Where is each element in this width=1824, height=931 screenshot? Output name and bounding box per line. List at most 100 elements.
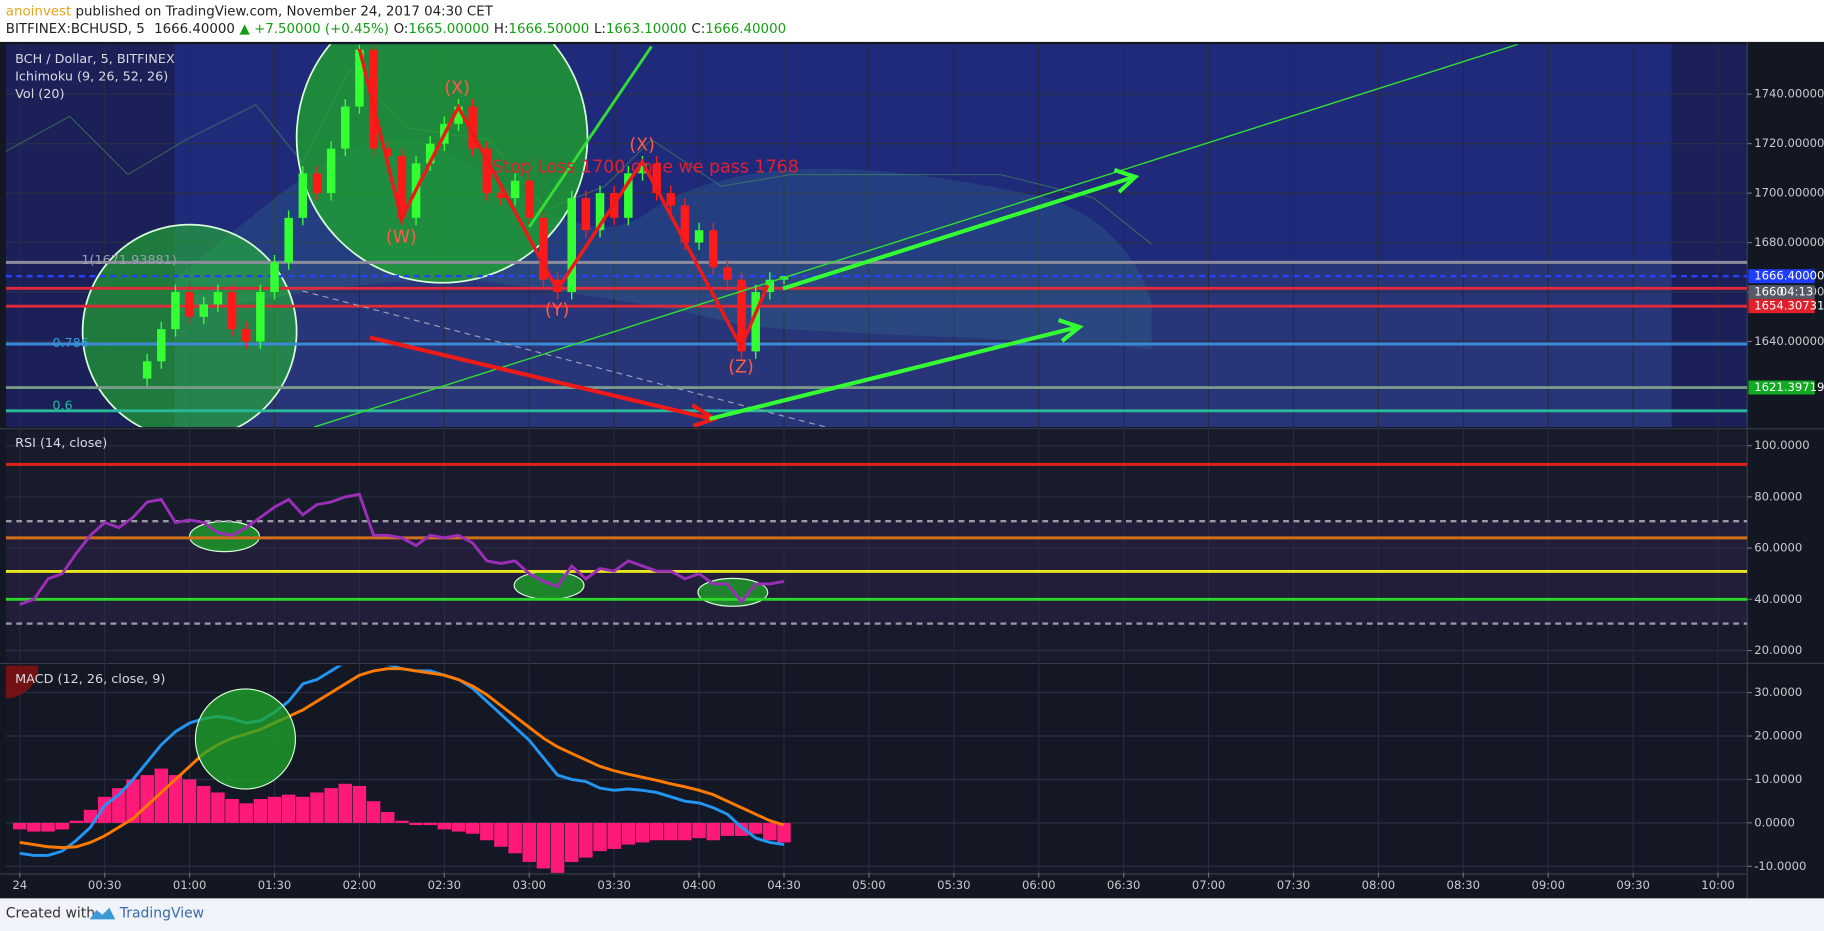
candle-body — [468, 106, 477, 149]
candle-body — [510, 180, 520, 199]
candles — [5, 44, 1748, 413]
price-badge — [1748, 299, 1815, 314]
histogram-bar — [720, 822, 735, 836]
histogram-bar — [465, 822, 480, 834]
candle-body — [171, 292, 180, 330]
histogram-bar — [564, 822, 579, 862]
histogram-bar — [579, 822, 593, 858]
logo — [89, 907, 116, 920]
candle-body — [397, 156, 407, 218]
ohlc-value: 1663.10000 — [606, 22, 687, 37]
candle-body — [482, 148, 492, 194]
histogram-bar — [381, 812, 395, 823]
histogram-bar — [536, 822, 551, 869]
y-tick-label: 0.0000 — [1754, 815, 1795, 829]
x-tick-label: 02:30 — [428, 878, 462, 892]
histogram-bar — [69, 820, 84, 823]
x-tick-label: 04:30 — [767, 878, 801, 892]
y-tick-label: 1700.00000 — [1754, 186, 1824, 200]
histogram-bar — [423, 822, 437, 826]
footer-background — [0, 898, 1824, 931]
histogram-bar — [409, 822, 423, 826]
legend: Vol (20) — [15, 87, 64, 102]
header-line: anoinvest published on TradingView.com, … — [6, 5, 494, 20]
candle-body — [326, 148, 336, 194]
y-tick-label: 100.0000 — [1754, 438, 1809, 452]
candle-body — [638, 163, 647, 174]
candle-body — [708, 230, 718, 268]
price-badge-label: 1621.39719 — [1754, 380, 1824, 394]
histogram-bar — [182, 779, 197, 823]
y-tick-label: 1680.00000 — [1754, 235, 1824, 249]
author[interactable]: anoinvest — [6, 5, 71, 20]
candle-body — [454, 106, 463, 124]
x-tick-label: 00:30 — [88, 878, 122, 892]
histogram-bar — [649, 822, 664, 841]
histogram-bar — [140, 775, 154, 823]
histogram-bar — [27, 822, 41, 832]
candle-body — [737, 279, 746, 352]
candle-body — [425, 143, 435, 164]
legend: BCH / Dollar, 5, BITFINEX — [15, 52, 175, 67]
candle-body — [581, 198, 591, 231]
macd-panel-background — [5, 665, 1748, 873]
histogram-bar — [437, 822, 452, 830]
y-tick-label: -10.0000 — [1754, 859, 1806, 873]
candle-body — [723, 267, 732, 280]
candle-body — [213, 292, 223, 305]
x-tick-label: 01:30 — [258, 878, 292, 892]
y-tick-label: 1640.00000 — [1754, 334, 1824, 348]
candle-body — [553, 279, 562, 293]
panel-title: RSI (14, close) — [15, 436, 107, 451]
panel-title: MACD (12, 26, close, 9) — [15, 672, 165, 687]
histogram-bar — [338, 783, 353, 823]
ohlc-label: H: — [494, 22, 509, 37]
grid — [5, 44, 1748, 873]
drawing — [5, 665, 39, 699]
candle-body — [270, 262, 279, 293]
legend: Ichimoku (9, 26, 52, 26) — [15, 69, 168, 84]
x-tick-label: 24 — [12, 878, 27, 892]
y-tick-label: 10.0000 — [1754, 772, 1802, 786]
histogram-bar — [664, 822, 678, 841]
candle-body — [185, 292, 194, 317]
wave-path — [357, 48, 770, 351]
candle-body — [142, 361, 152, 379]
ohlc-value: 1665.00000 — [408, 22, 489, 37]
candle-body — [751, 292, 760, 352]
arrow — [782, 174, 1135, 291]
histogram-bar — [281, 794, 296, 823]
ohlc-label: L: — [594, 22, 606, 37]
footer-text: Created with — [6, 906, 95, 922]
candle-body — [256, 292, 265, 342]
histogram-bar — [593, 822, 607, 852]
candle-body — [765, 279, 775, 293]
histogram-bar — [168, 775, 183, 823]
arrow-head — [1057, 318, 1084, 343]
histogram-bar — [197, 785, 211, 823]
histogram-bar — [621, 822, 636, 845]
x-tick-label: 02:00 — [343, 878, 377, 892]
x-tick-label: 03:00 — [513, 878, 547, 892]
symbol-line: BITFINEX:BCHUSD, 5 1666.40000 ▲ +7.50000 (… — [6, 22, 786, 37]
histogram-bar — [706, 822, 720, 841]
series-line — [19, 667, 785, 850]
candle-body — [652, 163, 661, 194]
histogram-bar — [451, 822, 466, 832]
y-tick-label: 20.0000 — [1754, 729, 1802, 743]
arrow-head — [1113, 167, 1140, 194]
trend-line — [302, 290, 827, 428]
footer-brand[interactable]: TradingView — [119, 906, 204, 922]
histogram-bar — [225, 798, 239, 823]
x-tick-label: 05:00 — [852, 878, 886, 892]
histogram-bar — [692, 822, 706, 839]
candle-body — [312, 173, 322, 194]
histogram-bar — [154, 768, 169, 823]
candle-body — [241, 329, 251, 342]
histogram-bar — [55, 822, 69, 830]
x-tick-label: 06:30 — [1107, 878, 1141, 892]
trend-line — [313, 44, 1519, 428]
ohlc-value: 1666.50000 — [508, 22, 589, 37]
y-tick-label: 60.0000 — [1754, 541, 1802, 555]
